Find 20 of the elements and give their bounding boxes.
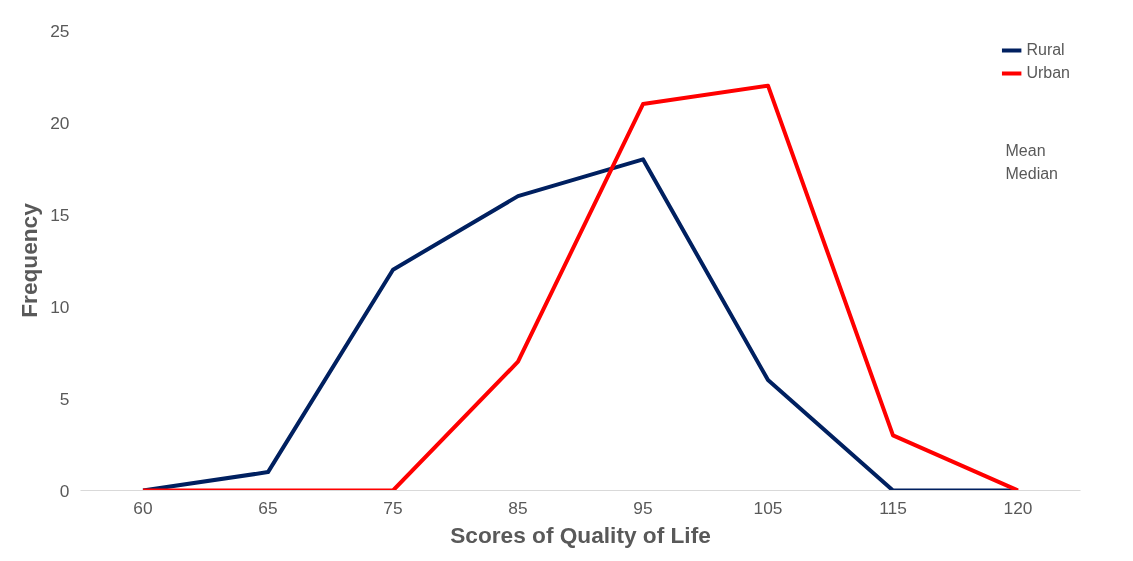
y-tick-label: 20 (50, 112, 70, 133)
x-tick-label: 105 (753, 497, 783, 518)
legend-label: Rural (1026, 41, 1065, 59)
y-tick-label: 15 (50, 204, 70, 225)
x-tick-label: 75 (383, 497, 403, 518)
x-tick-label: 120 (1003, 497, 1033, 518)
x-tick-label: 115 (879, 497, 907, 518)
x-tick-label: 95 (633, 497, 653, 518)
y-tick-label: 0 (59, 480, 70, 501)
x-tick-label: 60 (133, 497, 153, 518)
y-axis-title: Frequency (16, 202, 43, 318)
y-tick-label: 5 (59, 388, 70, 409)
annotation: Mean (1005, 142, 1046, 160)
y-tick-label: 10 (50, 296, 70, 317)
x-tick-label: 65 (258, 497, 278, 518)
x-axis-title: Scores of Quality of Life (450, 521, 711, 548)
x-tick-label: 85 (508, 497, 528, 518)
legend-label: Urban (1026, 64, 1070, 82)
y-tick-label: 25 (50, 20, 70, 41)
annotation: Median (1005, 165, 1058, 183)
